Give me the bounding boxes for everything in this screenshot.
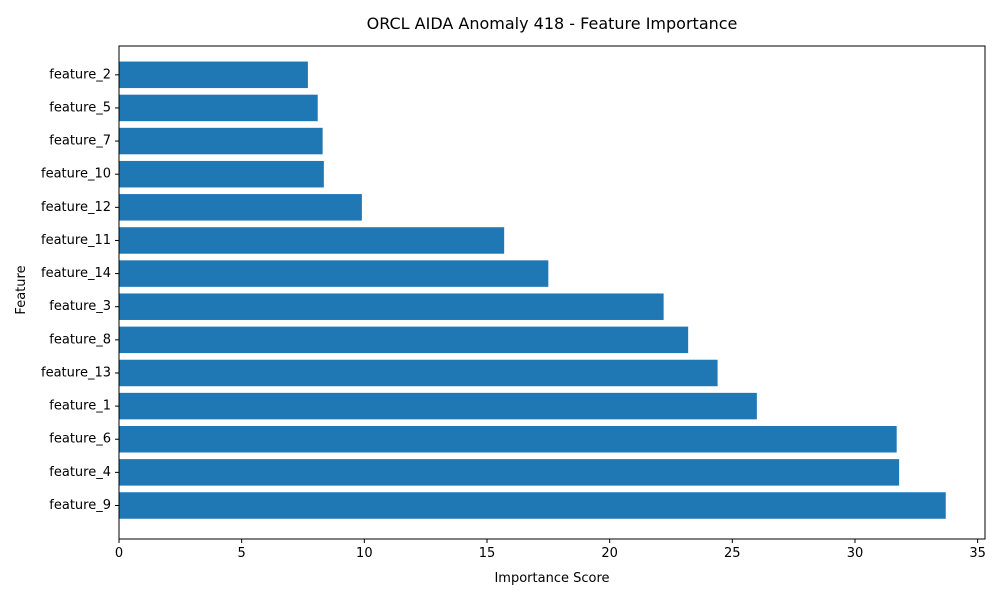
y-tick-label: feature_9 — [49, 498, 111, 513]
y-tick-label: feature_6 — [49, 432, 111, 447]
bar-feature-4 — [119, 459, 900, 486]
x-tick-label: 0 — [115, 546, 123, 561]
y-tick-label: feature_12 — [41, 200, 111, 215]
bar-feature-9 — [119, 492, 946, 519]
plot-frame — [118, 45, 986, 540]
y-tick-label: feature_11 — [41, 233, 111, 248]
y-tick-label: feature_14 — [41, 266, 111, 281]
x-axis-label: Importance Score — [494, 571, 609, 586]
bar-feature-3 — [119, 293, 664, 320]
bar-feature-5 — [119, 94, 318, 122]
bar-feature-13 — [119, 359, 718, 387]
bar-feature-6 — [119, 425, 897, 453]
y-tick-label: feature_8 — [49, 332, 111, 347]
bar-feature-12 — [119, 194, 362, 221]
axes-layer: feature_9 feature_4 feature_6 feature_1 feat… — [41, 45, 986, 561]
bar-feature-11 — [119, 227, 505, 254]
bar-feature-7 — [119, 127, 323, 155]
x-tick-label: 10 — [356, 546, 373, 561]
bars-layer — [119, 61, 946, 519]
x-tick-label: 20 — [601, 546, 618, 561]
x-tick-label: 25 — [724, 546, 741, 561]
y-tick-label: feature_13 — [41, 365, 111, 380]
y-tick-label: feature_10 — [41, 167, 111, 182]
y-tick-label: feature_4 — [49, 465, 111, 480]
y-tick-label: feature_5 — [49, 100, 111, 115]
y-tick-label: feature_1 — [49, 399, 111, 414]
bar-feature-2 — [119, 61, 308, 89]
x-tick-label: 30 — [847, 546, 864, 561]
bar-feature-1 — [119, 392, 757, 420]
x-tick-label: 35 — [969, 546, 986, 561]
y-axis-label: Feature — [14, 265, 29, 314]
x-tick-label: 5 — [238, 546, 246, 561]
x-tick-label: 15 — [479, 546, 496, 561]
bar-feature-14 — [119, 260, 549, 287]
chart-title: ORCL AIDA Anomaly 418 - Feature Importan… — [367, 14, 738, 33]
y-tick-label: feature_7 — [49, 134, 111, 149]
y-tick-label: feature_3 — [49, 299, 111, 314]
y-tick-label: feature_2 — [49, 67, 111, 82]
bar-feature-10 — [119, 160, 324, 188]
bar-feature-8 — [119, 326, 689, 354]
